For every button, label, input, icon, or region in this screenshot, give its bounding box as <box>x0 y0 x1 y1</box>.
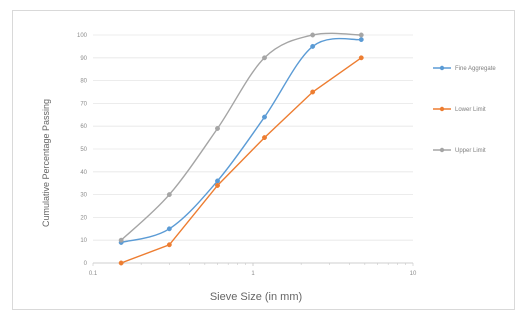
legend-swatch-marker-2 <box>439 147 445 153</box>
y-tick-label: 80 <box>80 79 87 85</box>
data-point-2-2 <box>215 126 220 131</box>
x-tick-label: 0.1 <box>89 271 98 277</box>
data-point-1-0 <box>118 260 124 266</box>
legend-swatch-marker-1 <box>439 106 445 112</box>
data-point-2-1 <box>166 192 172 198</box>
chart-frame: 0 10 20 30 40 50 60 70 80 90 100 0.1 1 10 Fine Aggreg… <box>12 10 515 310</box>
data-point-0-5 <box>358 37 364 43</box>
legend-label-0: Fine Aggregate <box>455 66 496 72</box>
data-point-1-1 <box>166 242 172 248</box>
legend-entry-0: Fine Aggregate <box>433 65 496 72</box>
series-0 <box>118 37 364 245</box>
data-point-2-3 <box>262 55 267 61</box>
x-tick-label: 10 <box>410 271 417 277</box>
legend-entry-1: Lower Limit <box>433 106 486 113</box>
y-tick-label: 60 <box>80 124 87 130</box>
legend-swatch-marker-0 <box>439 65 445 71</box>
y-tick-label: 100 <box>77 33 88 39</box>
y-tick-label: 0 <box>84 261 88 267</box>
legend-label-2: Upper Limit <box>455 148 486 154</box>
series-2 <box>118 32 364 243</box>
y-tick-label: 10 <box>80 238 87 244</box>
grid-layer <box>93 34 413 241</box>
y-tick-label: 90 <box>80 56 87 62</box>
data-point-2-4 <box>310 32 316 38</box>
y-axis-title: Cumulative Percentage Passing <box>41 99 51 227</box>
data-point-1-2 <box>215 183 220 188</box>
data-point-1-3 <box>262 135 267 141</box>
data-point-0-4 <box>310 43 316 49</box>
data-point-0-1 <box>166 226 172 232</box>
chart-svg: 0 10 20 30 40 50 60 70 80 90 100 0.1 1 10 Fine Aggreg… <box>41 32 496 303</box>
data-point-0-2 <box>215 178 220 184</box>
y-tick-label: 30 <box>80 193 87 199</box>
legend-entry-2: Upper Limit <box>433 147 486 154</box>
x-tick-label: 1 <box>251 271 255 277</box>
series-1 <box>118 55 364 266</box>
series-line-1 <box>120 57 362 264</box>
y-tick-label: 40 <box>80 170 87 176</box>
x-axis-title: Sieve Size (in mm) <box>210 291 302 303</box>
series-layer <box>118 32 364 266</box>
data-point-0-3 <box>262 114 267 120</box>
y-tick-label: 50 <box>80 147 87 153</box>
series-line-0 <box>120 37 362 244</box>
data-point-1-5 <box>358 55 364 61</box>
series-line-2 <box>120 32 362 241</box>
data-point-1-4 <box>310 89 316 95</box>
axis-layer: 0 10 20 30 40 50 60 70 80 90 100 0.1 1 10 <box>77 33 417 277</box>
legend-label-1: Lower Limit <box>455 107 486 113</box>
data-point-2-0 <box>118 237 124 243</box>
y-tick-label: 20 <box>80 215 87 221</box>
y-tick-label: 70 <box>80 101 87 107</box>
data-point-2-5 <box>358 32 364 38</box>
legend-layer: Fine Aggregate Lower Limit Upper Limit <box>433 65 496 154</box>
